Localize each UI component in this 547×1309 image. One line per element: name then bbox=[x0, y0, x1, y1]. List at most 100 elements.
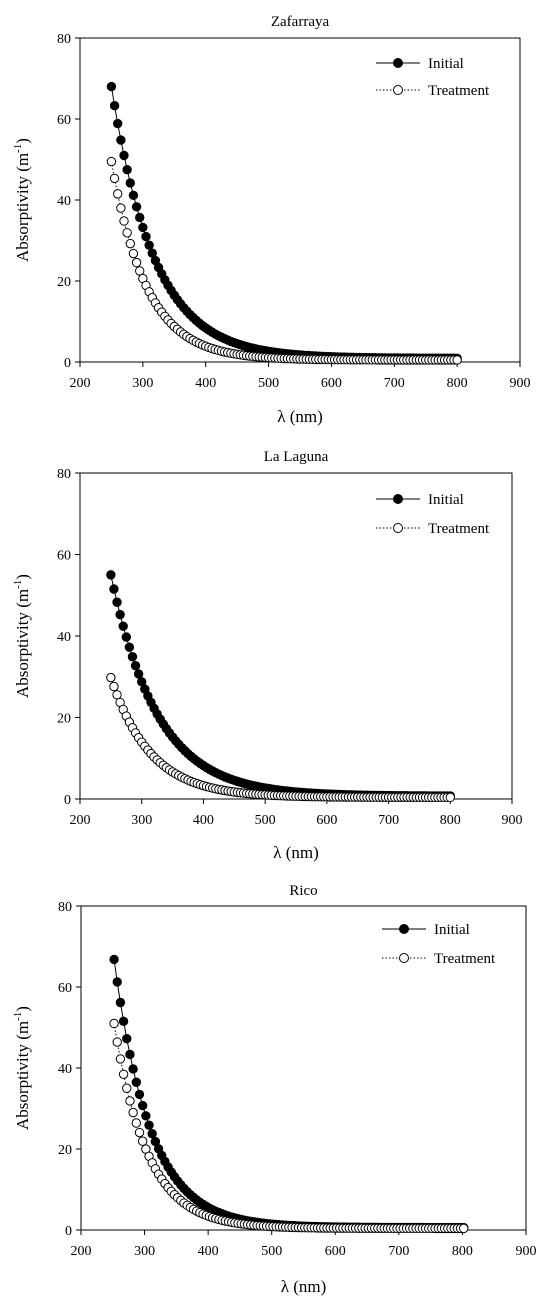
y-tick-label: 80 bbox=[57, 32, 71, 47]
data-point bbox=[115, 997, 126, 1008]
data-point bbox=[106, 570, 116, 580]
data-point bbox=[115, 1054, 126, 1064]
data-point bbox=[109, 954, 119, 965]
y-axis-label: Absorptivity (m-1) bbox=[12, 574, 32, 698]
series-line-2 bbox=[113, 1023, 464, 1229]
data-point bbox=[128, 1107, 138, 1118]
legend-label: Initial bbox=[428, 56, 464, 72]
x-tick-label: 200 bbox=[70, 376, 91, 391]
x-tick-label: 300 bbox=[132, 376, 153, 391]
y-tick-label: 80 bbox=[57, 467, 71, 482]
data-point bbox=[133, 669, 144, 679]
x-tick-label: 400 bbox=[198, 1244, 219, 1259]
data-point bbox=[131, 257, 142, 268]
data-point bbox=[116, 203, 126, 213]
data-point bbox=[122, 165, 132, 175]
data-point bbox=[137, 1136, 148, 1146]
legend-marker bbox=[393, 58, 403, 68]
legend-marker bbox=[393, 523, 403, 533]
data-point bbox=[121, 632, 131, 642]
legend-marker bbox=[393, 494, 403, 504]
data-point bbox=[125, 1096, 135, 1106]
y-tick-label: 40 bbox=[58, 1062, 72, 1077]
data-point bbox=[137, 1100, 148, 1111]
data-point bbox=[141, 1111, 151, 1121]
legend-label: Treatment bbox=[428, 521, 490, 537]
data-point bbox=[131, 1077, 142, 1087]
x-axis-label: λ (nm) bbox=[273, 843, 319, 862]
data-point bbox=[119, 150, 129, 161]
x-tick-label: 700 bbox=[378, 813, 399, 828]
legend-marker bbox=[399, 924, 409, 934]
data-point bbox=[106, 156, 117, 167]
x-tick-label: 900 bbox=[502, 813, 523, 828]
chart-panel-1: Zafarraya 200 300 400 500 600 700 800 900 0 20 40 60… bbox=[0, 0, 547, 434]
data-point bbox=[125, 238, 135, 249]
chart-title: La Laguna bbox=[264, 449, 329, 465]
data-point bbox=[128, 190, 139, 201]
x-tick-label: 800 bbox=[440, 813, 461, 828]
y-tick-label: 20 bbox=[57, 712, 71, 727]
data-point bbox=[144, 240, 154, 250]
x-tick-label: 600 bbox=[321, 376, 342, 391]
data-point bbox=[141, 231, 151, 242]
y-tick-label: 20 bbox=[57, 275, 71, 290]
data-point bbox=[109, 584, 119, 594]
x-tick-label: 600 bbox=[325, 1244, 346, 1259]
data-point bbox=[109, 681, 119, 692]
y-tick-label: 0 bbox=[64, 356, 71, 371]
x-tick-label: 400 bbox=[193, 813, 214, 828]
chart-panel-3: Rico 200 300 400 500 600 700 800 900 0 20 40 60 80 λ (… bbox=[0, 868, 547, 1304]
legend-label: Initial bbox=[434, 922, 470, 938]
legend-marker bbox=[393, 85, 403, 95]
data-point bbox=[109, 101, 120, 111]
chart-panel-2: La Laguna 200 300 400 500 600 700 800 900 0 20 40 60… bbox=[0, 434, 547, 868]
data-point bbox=[144, 1120, 154, 1130]
data-point bbox=[131, 1118, 142, 1128]
data-point bbox=[119, 216, 129, 226]
x-tick-label: 500 bbox=[261, 1244, 282, 1259]
data-point bbox=[130, 660, 141, 671]
data-point bbox=[112, 977, 122, 987]
x-tick-label: 900 bbox=[516, 1244, 537, 1259]
data-point bbox=[109, 1018, 119, 1029]
data-point bbox=[122, 1083, 132, 1093]
data-point bbox=[118, 621, 128, 631]
data-point bbox=[122, 228, 132, 238]
x-axis-label: λ (nm) bbox=[277, 407, 323, 426]
data-point bbox=[127, 652, 138, 662]
data-point bbox=[134, 1127, 145, 1138]
y-axis-label: Absorptivity (m-1) bbox=[12, 138, 32, 262]
data-point bbox=[138, 222, 148, 233]
data-point bbox=[445, 792, 455, 803]
x-tick-label: 900 bbox=[510, 376, 531, 391]
data-point bbox=[113, 118, 123, 129]
x-tick-label: 600 bbox=[316, 813, 337, 828]
y-axis-label: Absorptivity (m-1) bbox=[12, 1006, 32, 1130]
y-tick-label: 60 bbox=[57, 113, 71, 128]
x-tick-label: 300 bbox=[134, 1244, 155, 1259]
data-point bbox=[147, 1129, 157, 1139]
chart-zafarraya: Zafarraya 200 300 400 500 600 700 800 900 0 20 40 60… bbox=[12, 14, 531, 426]
data-point bbox=[116, 135, 126, 145]
x-tick-label: 800 bbox=[447, 376, 468, 391]
series-line-2 bbox=[110, 161, 458, 361]
y-tick-label: 0 bbox=[65, 1224, 72, 1239]
legend-marker bbox=[399, 953, 409, 963]
y-tick-label: 60 bbox=[57, 549, 71, 564]
data-point bbox=[106, 81, 117, 92]
data-point bbox=[109, 173, 120, 184]
data-point bbox=[113, 189, 123, 199]
data-point bbox=[128, 248, 139, 259]
y-tick-label: 80 bbox=[58, 900, 72, 915]
data-point bbox=[131, 202, 142, 212]
y-tick-label: 40 bbox=[57, 194, 71, 209]
y-tick-label: 40 bbox=[57, 630, 71, 645]
data-point bbox=[122, 1033, 132, 1044]
legend-label: Initial bbox=[428, 492, 464, 508]
data-point bbox=[128, 1064, 138, 1074]
x-tick-label: 700 bbox=[388, 1244, 409, 1259]
x-tick-label: 200 bbox=[70, 813, 91, 828]
chart-title: Rico bbox=[289, 883, 317, 899]
data-point bbox=[125, 1049, 135, 1060]
